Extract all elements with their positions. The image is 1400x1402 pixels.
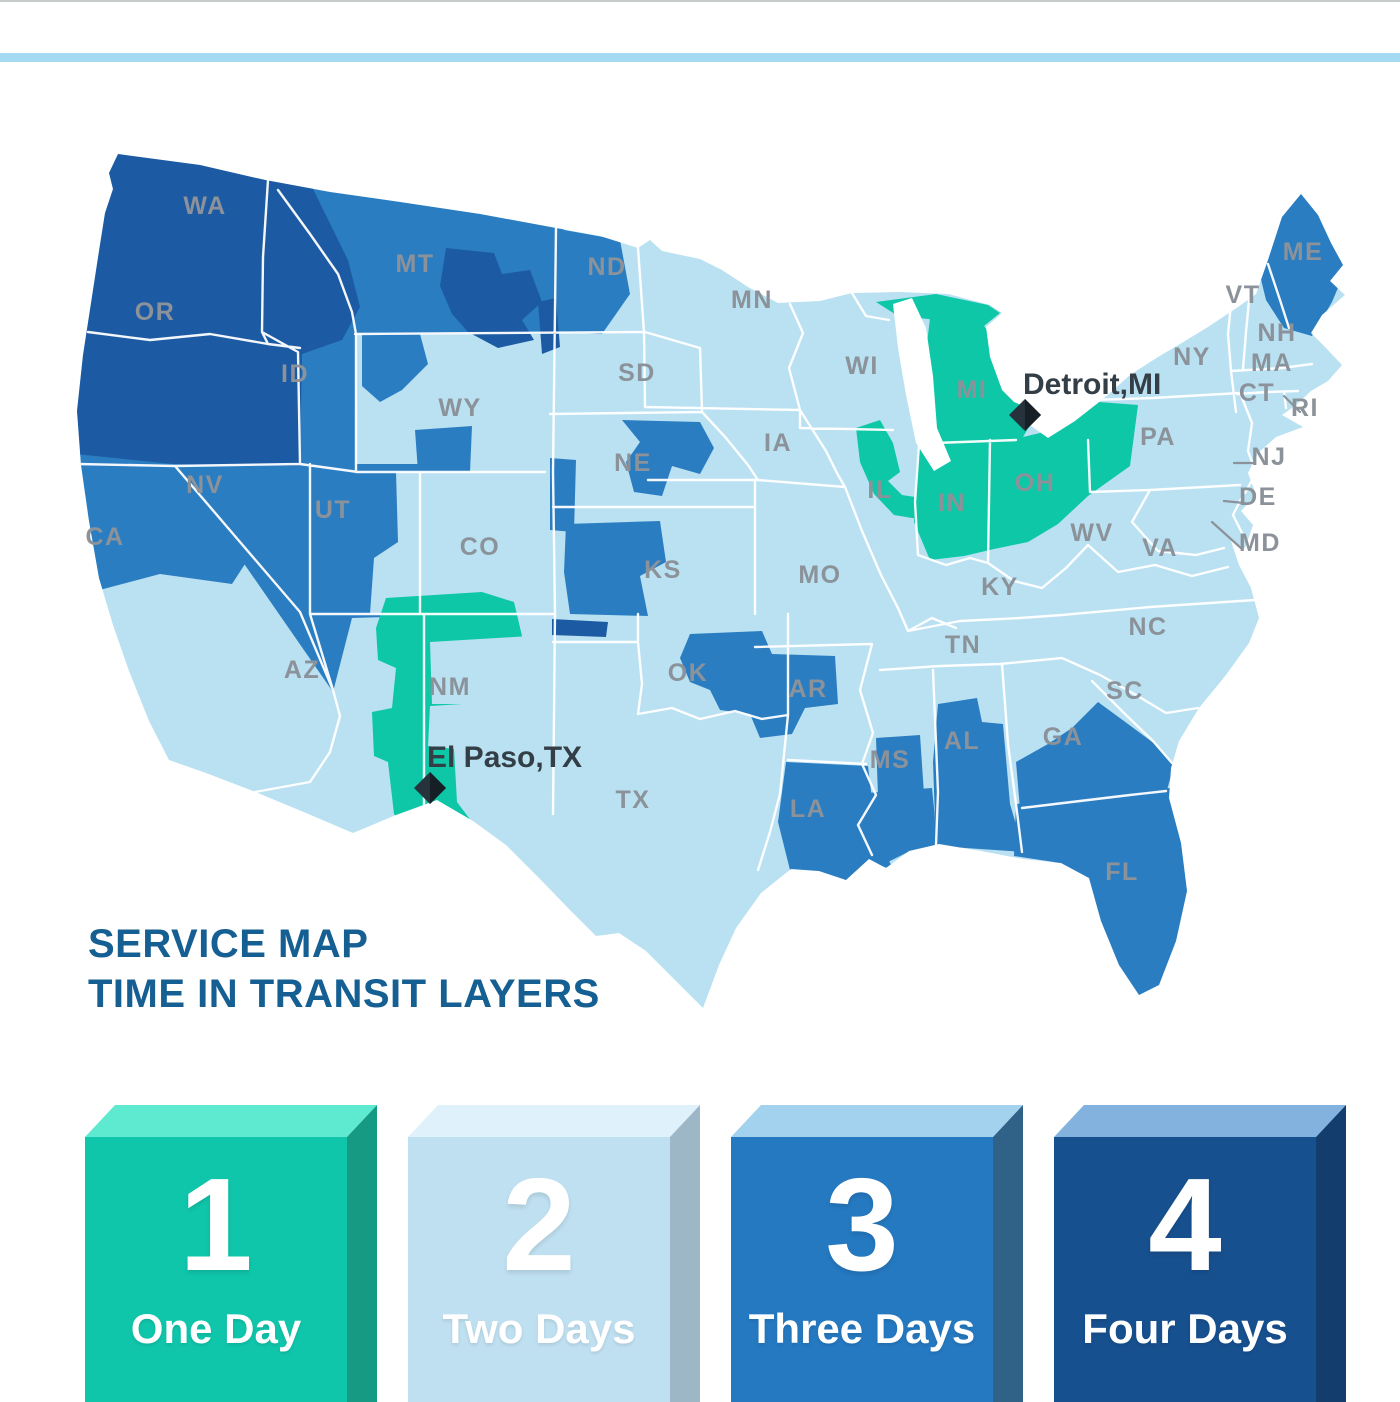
state-label-vt: VT [1226,281,1261,309]
legend-box-side-face [347,1105,377,1402]
state-label-ca: CA [85,523,124,551]
legend-item-one-day: 1 One Day [85,1105,377,1402]
transit-time-legend: 1 One Day 2 Two Days 3 Three Days 4 Four Days [0,1105,1400,1402]
legend-box-front-face: 2 Two Days [408,1137,670,1402]
state-label-ok: OK [668,659,709,687]
state-label-or: OR [135,298,176,326]
legend-label-one-day: One Day [130,1305,302,1352]
state-label-me: ME [1283,238,1324,266]
state-label-co: CO [460,533,501,561]
state-label-ky: KY [981,573,1019,601]
state-label-pa: PA [1140,423,1176,451]
map-title-line1: SERVICE MAP [88,922,369,966]
state-label-wa: WA [183,192,226,220]
top-accent-bar [0,53,1400,62]
legend-item-three-days: 3 Three Days [731,1105,1023,1402]
state-label-ny: NY [1173,343,1211,371]
state-label-ma: MA [1251,349,1293,377]
state-label-mt: MT [395,250,434,278]
legend-number-2: 2 [502,1151,576,1298]
state-label-ks: KS [644,556,682,584]
state-label-mi: MI [957,376,988,404]
state-label-ia: IA [764,429,792,457]
state-label-id: ID [281,360,309,388]
state-label-fl: FL [1105,858,1139,886]
state-borders [76,178,1314,872]
marker-facet-el-paso-icon [430,772,446,804]
state-label-nc: NC [1128,613,1167,641]
state-label-nh: NH [1257,319,1296,347]
region-two-day-utah-strip [370,472,420,614]
state-label-ms: MS [870,746,911,774]
legend-label-three-days: Three Days [748,1305,976,1352]
callout-lines [1210,394,1302,551]
legend-box-side-face [670,1105,700,1402]
state-label-ar: AR [788,675,827,703]
legend-box-top-face [1054,1105,1346,1137]
lake-michigan [893,298,951,471]
state-label-nm: NM [429,673,471,701]
legend-box-side-face [993,1105,1023,1402]
legend-box-side-face [1316,1105,1346,1402]
regions-four-day [77,154,608,637]
legend-number-3: 3 [825,1151,899,1298]
state-label-ne: NE [614,449,652,477]
map-title-line2: TIME IN TRANSIT LAYERS [88,971,600,1016]
legend-number-4: 4 [1148,1151,1222,1298]
state-label-md: MD [1239,529,1281,557]
state-label-oh: OH [1015,469,1056,497]
state-label-ri: RI [1291,394,1319,422]
legend-label-two-days: Two Days [442,1305,636,1352]
state-label-de: DE [1239,483,1277,511]
state-label-wv: WV [1070,519,1113,547]
state-label-ct: CT [1239,379,1275,407]
legend-item-two-days: 2 Two Days [408,1105,700,1402]
legend-number-1: 1 [179,1151,253,1298]
state-label-al: AL [944,727,980,755]
legend-box-top-face [408,1105,700,1137]
state-label-va: VA [1142,534,1178,562]
legend-box-front-face: 1 One Day [85,1137,347,1402]
city-label-detroit: Detroit,MI [1023,368,1161,401]
state-label-wi: WI [845,352,879,380]
marker-facet-detroit-icon [1025,399,1041,431]
state-label-nv: NV [186,471,224,499]
state-label-nj: NJ [1252,443,1287,471]
state-label-mn: MN [731,286,773,314]
city-label-el-paso: El Paso,TX [427,741,582,774]
state-label-mo: MO [798,561,841,589]
legend-box-top-face [85,1105,377,1137]
state-label-in: IN [938,489,966,517]
state-label-ga: GA [1043,723,1084,751]
state-label-sc: SC [1106,677,1144,705]
state-label-la: LA [790,795,826,823]
state-label-sd: SD [618,359,656,387]
legend-label-four-days: Four Days [1082,1305,1288,1352]
state-label-az: AZ [284,656,320,684]
legend-item-four-days: 4 Four Days [1054,1105,1346,1402]
state-label-ut: UT [315,496,351,524]
region-two-day-nm-hole [430,636,534,764]
state-label-tx: TX [616,786,651,814]
map-title: SERVICE MAP TIME IN TRANSIT LAYERS [88,920,600,1019]
legend-box-front-face: 4 Four Days [1054,1137,1316,1402]
legend-box-top-face [731,1105,1023,1137]
state-label-il: IL [867,476,892,504]
state-label-wy: WY [438,394,481,422]
state-label-tn: TN [945,631,981,659]
state-label-nd: ND [587,253,626,281]
legend-box-front-face: 3 Three Days [731,1137,993,1402]
